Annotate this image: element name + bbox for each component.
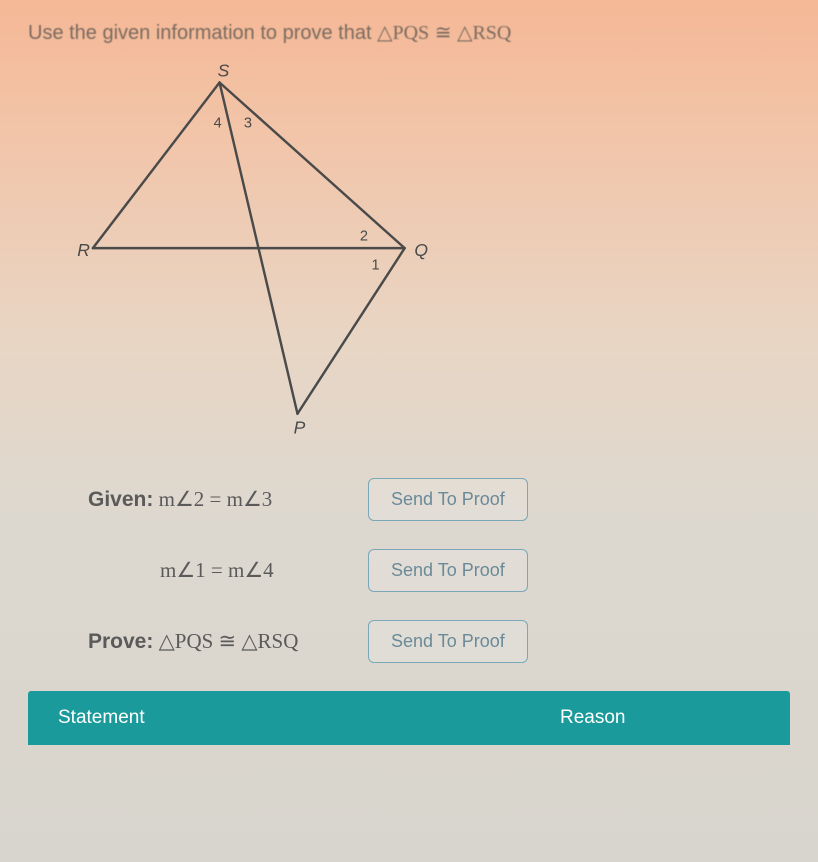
- geometry-diagram: S R Q P 4 3 21: [68, 63, 488, 443]
- given-2-label: m∠1 = m∠4: [88, 558, 368, 583]
- send-to-proof-button-1[interactable]: Send To Proof: [368, 478, 528, 521]
- svg-text:4: 4: [214, 115, 222, 131]
- proof-table-header: Statement Reason: [28, 691, 790, 745]
- prove-expr: △PQS ≅ △RSQ: [153, 629, 298, 653]
- instruction-prefix: Use the given information to prove that: [28, 22, 377, 44]
- instruction-tri1: △PQS: [377, 22, 429, 44]
- given-1-expr: m∠2 = m∠3: [153, 487, 272, 511]
- prove-label: Prove: △PQS ≅ △RSQ: [88, 629, 368, 654]
- prove-strong: Prove:: [88, 630, 153, 653]
- svg-text:2: 2: [360, 228, 368, 244]
- svg-text:Q: Q: [414, 240, 428, 260]
- prove-row: Prove: △PQS ≅ △RSQ Send To Proof: [88, 620, 790, 663]
- given-1-strong: Given:: [88, 488, 153, 511]
- col-header-reason: Reason: [560, 707, 760, 729]
- given-row-2: m∠1 = m∠4 Send To Proof: [88, 549, 790, 592]
- svg-text:1: 1: [372, 258, 380, 274]
- col-header-statement: Statement: [58, 707, 560, 729]
- instruction-text: Use the given information to prove that …: [28, 20, 790, 45]
- given-row-1: Given: m∠2 = m∠3 Send To Proof: [88, 478, 790, 521]
- svg-text:3: 3: [244, 115, 252, 131]
- svg-text:P: P: [294, 417, 306, 437]
- instruction-congr: ≅: [435, 22, 457, 44]
- send-to-proof-button-2[interactable]: Send To Proof: [368, 549, 528, 592]
- svg-text:R: R: [77, 240, 90, 260]
- send-to-proof-button-3[interactable]: Send To Proof: [368, 620, 528, 663]
- given-prove-section: Given: m∠2 = m∠3 Send To Proof m∠1 = m∠4…: [88, 478, 790, 663]
- instruction-tri2: △RSQ: [457, 22, 511, 44]
- given-1-label: Given: m∠2 = m∠3: [88, 487, 368, 512]
- given-2-expr: m∠1 = m∠4: [160, 558, 274, 582]
- svg-text:S: S: [218, 63, 230, 81]
